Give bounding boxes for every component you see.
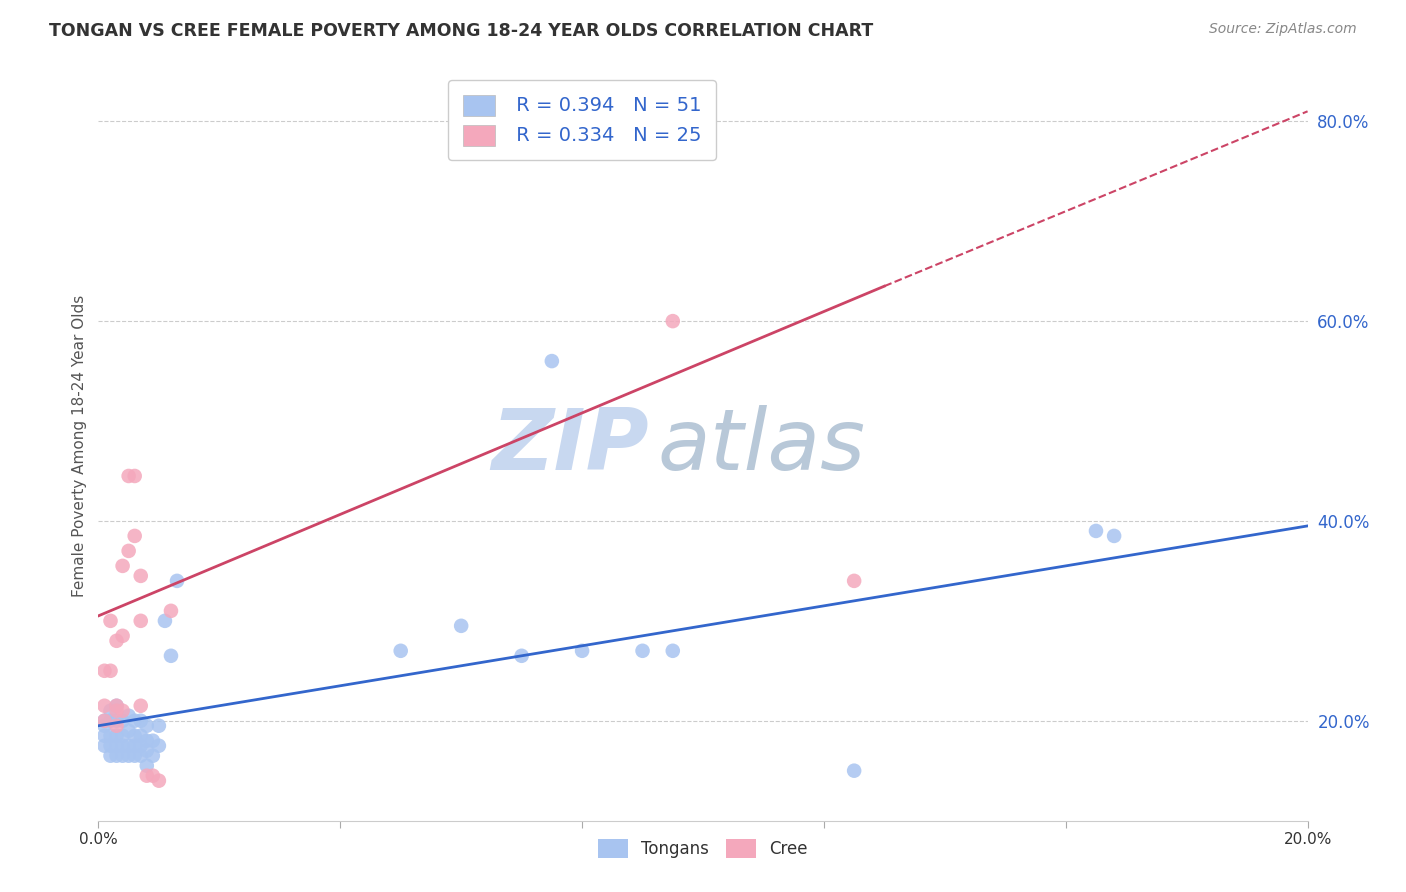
Point [118, 544, 141, 558]
Point [135, 744, 157, 758]
Point [105, 633, 128, 648]
Point [661, 314, 683, 328]
Point [105, 719, 128, 733]
Point [129, 748, 152, 763]
Point [100, 739, 122, 753]
Text: Source: ZipAtlas.com: Source: ZipAtlas.com [1209, 22, 1357, 37]
Point [148, 719, 170, 733]
Point [450, 619, 472, 633]
Point [105, 714, 128, 728]
Legend: Tongans, Cree: Tongans, Cree [592, 832, 814, 864]
Point [100, 704, 122, 718]
Point [135, 719, 157, 733]
Point [135, 758, 157, 772]
Point [844, 764, 866, 778]
Point [124, 739, 146, 753]
Point [105, 704, 128, 718]
Point [105, 698, 128, 713]
Point [93, 698, 115, 713]
Text: TONGAN VS CREE FEMALE POVERTY AMONG 18-24 YEAR OLDS CORRELATION CHART: TONGAN VS CREE FEMALE POVERTY AMONG 18-2… [49, 22, 873, 40]
Point [166, 574, 188, 588]
Point [135, 733, 157, 747]
Point [124, 714, 146, 728]
Point [510, 648, 533, 663]
Point [1102, 529, 1125, 543]
Point [105, 729, 128, 743]
Point [571, 644, 593, 658]
Point [118, 739, 141, 753]
Point [105, 739, 128, 753]
Point [93, 714, 115, 728]
Point [100, 748, 122, 763]
Point [148, 773, 170, 788]
Point [100, 714, 122, 728]
Point [111, 629, 134, 643]
Point [118, 469, 141, 483]
Point [129, 714, 152, 728]
Point [124, 729, 146, 743]
Point [1085, 524, 1108, 538]
Point [100, 614, 122, 628]
Point [100, 729, 122, 743]
Point [111, 704, 134, 718]
Y-axis label: Female Poverty Among 18-24 Year Olds: Female Poverty Among 18-24 Year Olds [72, 295, 87, 597]
Point [160, 648, 183, 663]
Point [93, 719, 115, 733]
Text: ZIP: ZIP [491, 404, 648, 488]
Text: atlas: atlas [657, 404, 865, 488]
Point [93, 729, 115, 743]
Point [389, 644, 412, 658]
Point [142, 748, 165, 763]
Point [540, 354, 562, 368]
Point [129, 698, 152, 713]
Point [844, 574, 866, 588]
Point [661, 644, 683, 658]
Point [148, 739, 170, 753]
Point [111, 748, 134, 763]
Point [129, 739, 152, 753]
Point [124, 529, 146, 543]
Point [111, 714, 134, 728]
Point [93, 664, 115, 678]
Point [631, 644, 654, 658]
Point [100, 664, 122, 678]
Point [93, 739, 115, 753]
Point [135, 769, 157, 783]
Point [118, 723, 141, 738]
Point [111, 729, 134, 743]
Point [129, 569, 152, 583]
Point [153, 614, 176, 628]
Point [105, 698, 128, 713]
Point [124, 748, 146, 763]
Point [160, 604, 183, 618]
Point [129, 729, 152, 743]
Point [111, 558, 134, 573]
Point [118, 708, 141, 723]
Point [142, 769, 165, 783]
Point [111, 739, 134, 753]
Point [93, 714, 115, 728]
Point [124, 469, 146, 483]
Point [105, 748, 128, 763]
Point [142, 733, 165, 747]
Point [129, 614, 152, 628]
Point [118, 748, 141, 763]
